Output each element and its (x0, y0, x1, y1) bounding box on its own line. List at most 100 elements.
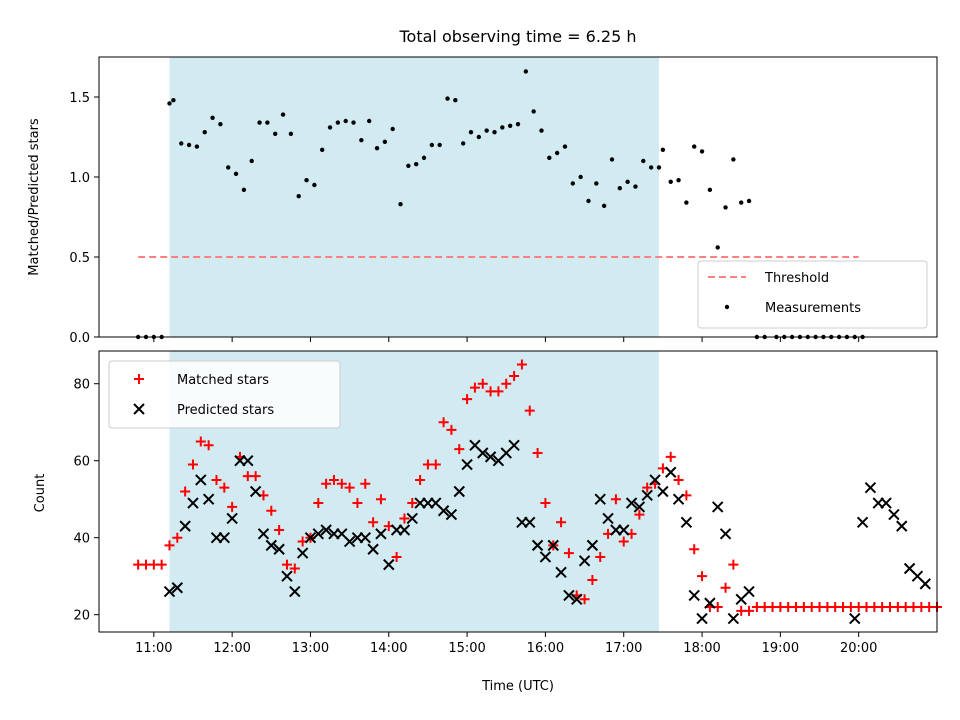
predicted-star-point (625, 497, 638, 509)
matched-star-point (219, 482, 230, 493)
count-legend-box (108, 360, 341, 429)
matched-star-point (595, 551, 606, 562)
matched-star-point (156, 559, 167, 570)
matched-star-point (454, 444, 465, 455)
count-axes-frame (98, 350, 938, 633)
measurement-point (453, 98, 458, 103)
measurement-point (429, 142, 435, 148)
predicted-star-point (672, 493, 685, 505)
matched-star-point (540, 498, 551, 509)
measurement-point (476, 134, 482, 140)
matched-star-point (579, 594, 590, 605)
measurement-point (460, 141, 466, 146)
predicted-star-point (406, 512, 418, 525)
measurement-point (547, 155, 552, 160)
predicted-star-point (508, 439, 520, 452)
predicted-star-point (437, 505, 450, 517)
predicted-star-point (304, 531, 317, 544)
predicted-star-point (864, 481, 877, 494)
count-x-tick-label: 12:00 (213, 641, 250, 656)
predicted-star-point (680, 516, 693, 529)
matched-star-point (556, 517, 567, 528)
predicted-star-point (367, 543, 379, 555)
matched-star-point (415, 474, 426, 485)
matched-star-point (250, 471, 261, 482)
measurement-point (413, 162, 419, 167)
predicted-star-point (688, 589, 700, 602)
predicted-star-point (265, 539, 278, 552)
matched-star-point (281, 559, 292, 570)
count-x-tick-label: 11:00 (135, 641, 172, 656)
ratio-panel: Matched/Predicted stars 0.0 0.5 1.0 1.5 Thre… (27, 56, 938, 346)
threshold-legend-label: Threshold (764, 271, 829, 286)
measurement-point (249, 158, 254, 164)
measurement-point (445, 96, 450, 101)
matched-star-point (164, 540, 175, 551)
matched-star-point (509, 371, 520, 382)
matched-star-point (227, 501, 238, 512)
predicted-star-point (273, 543, 285, 555)
matched-star-point (195, 436, 206, 447)
predicted-star-point (618, 524, 630, 536)
measurement-point (699, 149, 705, 154)
measurement-point (327, 125, 333, 130)
measurement-point (226, 165, 231, 170)
matched-star-point (438, 417, 449, 428)
measurement-point (523, 69, 529, 74)
matched-star-point (211, 474, 222, 485)
predicted-star-point (343, 535, 356, 548)
count-y-tick-label: 80 (73, 378, 90, 393)
predicted-star-point (359, 531, 371, 544)
matched-star-point (477, 378, 488, 389)
measurement-point (257, 120, 262, 125)
matched-star-point (689, 544, 700, 555)
ratio-panel-y-axis-label: Matched/Predicted stars (27, 118, 42, 276)
matched-star-point (587, 575, 598, 586)
predicted-star-point (195, 474, 207, 486)
measurement-point (739, 200, 744, 205)
matched-star-point (321, 478, 332, 489)
predicted-star-point (578, 555, 591, 567)
ratio-y-tick-label: 0.5 (69, 251, 90, 266)
measurement-point (280, 112, 286, 117)
matched-star-point (642, 482, 653, 493)
predicted-star-point (375, 528, 387, 540)
count-x-tick-label: 16:00 (527, 641, 564, 656)
measurement-point (515, 122, 521, 127)
matched-star-point (328, 474, 339, 485)
matched-star-point (665, 451, 676, 462)
measurement-point (684, 200, 689, 205)
ratio-legend: Threshold Measurements (697, 260, 928, 329)
measurement-point (167, 101, 172, 106)
matched-star-point (399, 513, 410, 524)
measurement-point (641, 158, 646, 164)
measurement-point (468, 130, 474, 135)
matched-star-point (744, 605, 755, 616)
count-panel-x-axis-label: Time (UTC) (481, 679, 554, 694)
measurement-point (586, 198, 591, 204)
measurement-point (273, 131, 278, 136)
predicted-star-point (649, 474, 661, 486)
measurement-point (633, 184, 638, 189)
measurement-point (366, 118, 372, 124)
predicted-star-point (888, 508, 900, 521)
ratio-y-tick-label: 1.0 (69, 171, 90, 186)
count-x-tick-label: 19:00 (762, 641, 799, 656)
ratio-y-tick-label: 1.5 (69, 91, 90, 106)
predicted-star-point (919, 578, 931, 590)
count-x-tick-label: 13:00 (292, 641, 329, 656)
measurement-point (304, 178, 309, 183)
predicted-star-point (383, 558, 395, 571)
ratio-plot-area (135, 69, 865, 340)
measurement-point (421, 155, 427, 160)
measurement-point (578, 174, 583, 180)
predicted-star-point (312, 528, 324, 540)
ratio-legend-box (697, 260, 928, 329)
matched-star-point (187, 459, 198, 470)
predicted-star-point (712, 501, 724, 513)
measurement-point (171, 98, 176, 103)
measurement-point (202, 130, 207, 135)
measurement-point (398, 202, 403, 207)
measurement-point (312, 182, 317, 188)
count-legend: Matched stars Predicted stars (108, 360, 341, 429)
